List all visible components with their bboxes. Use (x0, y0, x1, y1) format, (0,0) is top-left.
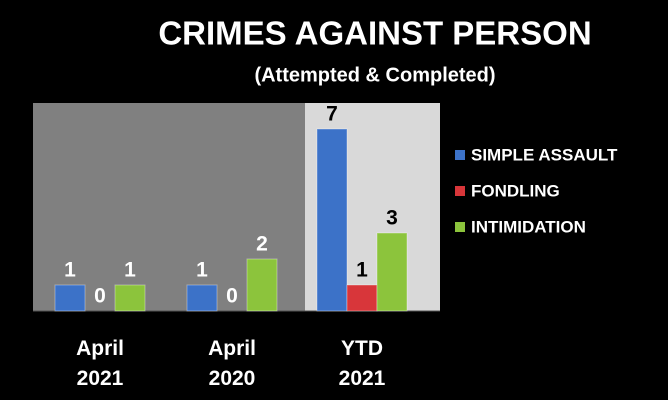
data-label: 0 (226, 285, 238, 308)
data-label: 2 (256, 233, 268, 256)
data-label: 0 (94, 285, 106, 308)
legend-swatch (455, 150, 465, 160)
legend-swatch (455, 222, 465, 232)
bar (54, 284, 86, 312)
legend-label: INTIMIDATION (471, 217, 586, 236)
legend-swatch (455, 186, 465, 196)
data-label: 1 (356, 259, 368, 282)
chart-subtitle: (Attempted & Completed) (254, 64, 495, 86)
bar (186, 284, 218, 312)
legend-label: FONDLING (471, 181, 560, 200)
bar (246, 258, 278, 312)
bar (376, 232, 408, 312)
x-tick-label: April 2021 (76, 337, 124, 390)
bar (316, 128, 348, 312)
data-label: 1 (64, 259, 76, 282)
bar (346, 284, 378, 312)
bar (114, 284, 146, 312)
x-tick-label: April 2020 (208, 337, 256, 390)
chart-title: CRIMES AGAINST PERSON (158, 15, 591, 52)
data-label: 1 (124, 259, 136, 282)
x-tick-label: YTD 2021 (338, 337, 386, 390)
legend-label: SIMPLE ASSAULT (471, 145, 618, 164)
data-label: 1 (196, 259, 208, 282)
data-label: 7 (326, 103, 338, 126)
data-label: 3 (386, 207, 398, 230)
